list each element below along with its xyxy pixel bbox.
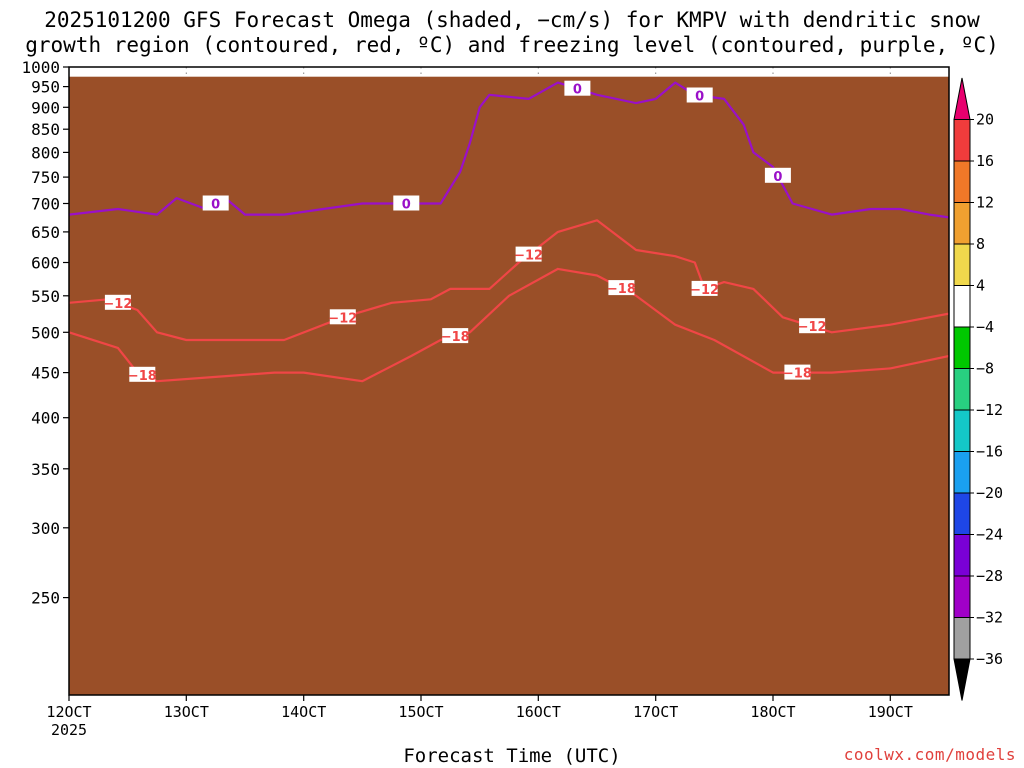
dgz-minus18-contour-label-bg-1 [442, 328, 469, 344]
x-tick-label-0: 12OCT [46, 703, 91, 721]
freezing-level-contour-label-1: 0 [402, 198, 411, 213]
colorbar: 20 16 12 8 4 −4 −8 −12 −16 −20 −24 −28 −32 −36 [953, 77, 1003, 701]
plot-frame [68, 66, 950, 696]
colorbar-swatch-1 [953, 119, 971, 162]
dgz-minus12-contour-label-bg-4 [799, 318, 826, 334]
colorbar-swatch-12 [953, 575, 971, 618]
freezing-level-contour-label-4: 0 [773, 170, 782, 185]
freezing-level-contour-label-bg-1 [393, 195, 420, 211]
dgz-minus18-contour-line [69, 267, 949, 383]
dgz-minus12-contour-label-3: −12 [690, 283, 719, 298]
y-tick-label-10: 750 [31, 168, 60, 187]
credit-link[interactable]: coolwx.com/models [843, 745, 1016, 764]
y-tick-label-1: 300 [31, 519, 60, 538]
dgz-minus12-contour-label-4: −12 [798, 320, 827, 335]
freezing-level-contour-line [69, 81, 949, 219]
y-tick-label-12: 850 [31, 120, 60, 139]
colorbar-label-1: 16 [976, 152, 994, 170]
dgz-minus18-contour-label-bg-3 [784, 364, 811, 380]
y-tick-label-5: 500 [31, 323, 60, 342]
y-tick-label-9: 700 [31, 195, 60, 214]
colorbar-swatch-8 [953, 409, 971, 452]
y-tick-label-2: 350 [31, 460, 60, 479]
colorbar-label-4: 4 [976, 277, 985, 295]
colorbar-label-9: −20 [976, 484, 1003, 502]
dgz-minus18-contour-label-0: −18 [128, 369, 157, 384]
freezing-level-contour-label-bg-3 [686, 87, 713, 103]
x-tick-label-6: 18OCT [750, 703, 795, 721]
dgz-minus12-contour-label-bg-2 [515, 246, 542, 262]
below-ground-fill [69, 76, 949, 695]
chart-title-line2: growth region (contoured, red, ºC) and f… [25, 33, 999, 57]
dgz-minus18-contour-label-1: −18 [441, 330, 470, 345]
dgz-minus18-contour-label-bg-2 [608, 280, 635, 296]
freezing-level-contour-label-2: 0 [573, 83, 582, 98]
x-tick-label-2: 14OCT [281, 703, 326, 721]
dgz-minus12-contour-label-bg-3 [691, 280, 718, 296]
colorbar-label-5: −4 [976, 318, 994, 336]
y-tick-label-4: 450 [31, 364, 60, 383]
y-tick-label-15: 1000 [21, 58, 60, 77]
dgz-minus12-contour-label-2: −12 [514, 249, 543, 264]
colorbar-swatch-7 [953, 368, 971, 411]
colorbar-swatch-13 [953, 617, 971, 660]
y-tick-label-8: 650 [31, 223, 60, 242]
x-tick-sublabel-0: 2025 [51, 721, 87, 739]
freezing-level-contour-label-bg-4 [764, 167, 791, 183]
x-axis-label: Forecast Time (UTC) [403, 745, 621, 767]
colorbar-label-10: −24 [976, 526, 1003, 544]
dgz-minus12-contour-label-1: −12 [328, 311, 357, 326]
colorbar-label-11: −28 [976, 567, 1003, 585]
y-tick-label-7: 600 [31, 254, 60, 273]
colorbar-label-12: −32 [976, 609, 1003, 627]
dgz-minus12-contour-label-0: −12 [103, 297, 132, 312]
colorbar-label-0: 20 [976, 111, 994, 129]
x-tick-label-1: 13OCT [164, 703, 209, 721]
colorbar-swatch-5 [953, 285, 971, 328]
freezing-level-contour-label-3: 0 [695, 90, 704, 105]
surface-layer [69, 76, 949, 695]
dgz-minus18-contour-label-2: −18 [607, 282, 636, 297]
freezing-level-contour-label-0: 0 [211, 198, 220, 213]
colorbar-swatch-9 [953, 451, 971, 494]
y-tick-label-3: 400 [31, 409, 60, 428]
colorbar-label-7: −12 [976, 401, 1003, 419]
colorbar-bottom-arrow [953, 658, 971, 701]
x-tick-label-4: 16OCT [516, 703, 561, 721]
chart-title-line1: 2025101200 GFS Forecast Omega (shaded, −… [44, 8, 980, 32]
colorbar-label-8: −16 [976, 443, 1003, 461]
dgz-minus12-contour-label-bg-0 [104, 294, 131, 310]
freezing-level-contour-label-bg-0 [202, 195, 229, 211]
y-axis: 250 300 350 400 450 500 550 600 650 700 750 800 850 9… [21, 58, 69, 608]
y-tick-label-6: 550 [31, 287, 60, 306]
colorbar-label-3: 8 [976, 235, 985, 253]
colorbar-label-2: 12 [976, 194, 994, 212]
colorbar-top-arrow [953, 77, 971, 120]
y-tick-label-0: 250 [31, 589, 60, 608]
colorbar-swatch-10 [953, 492, 971, 535]
colorbar-swatch-2 [953, 160, 971, 203]
colorbar-label-6: −8 [976, 360, 994, 378]
colorbar-label-13: −36 [976, 650, 1003, 668]
freezing-level-contour-label-bg-2 [564, 80, 591, 96]
x-tick-label-5: 17OCT [633, 703, 678, 721]
colorbar-swatch-11 [953, 534, 971, 577]
colorbar-swatch-4 [953, 243, 971, 286]
x-tick-label-3: 15OCT [398, 703, 443, 721]
colorbar-swatch-3 [953, 202, 971, 245]
dgz-minus18-contour-label-bg-0 [129, 366, 156, 382]
dgz-minus12-contour-line [69, 219, 949, 342]
x-tick-label-7: 19OCT [868, 703, 913, 721]
colorbar-swatch-6 [953, 326, 971, 369]
y-tick-label-14: 950 [31, 78, 60, 97]
dgz-minus12-contour-label-bg-1 [329, 309, 356, 325]
y-tick-label-11: 800 [31, 143, 60, 162]
y-tick-label-13: 900 [31, 98, 60, 117]
contour-layer: −18 −18 −18 −18 −12 −12 −12 −12 −12 0 0 0 0 0 [69, 80, 949, 384]
chart-title: 2025101200 GFS Forecast Omega (shaded, −… [0, 8, 1024, 58]
dgz-minus18-contour-label-3: −18 [783, 367, 812, 382]
